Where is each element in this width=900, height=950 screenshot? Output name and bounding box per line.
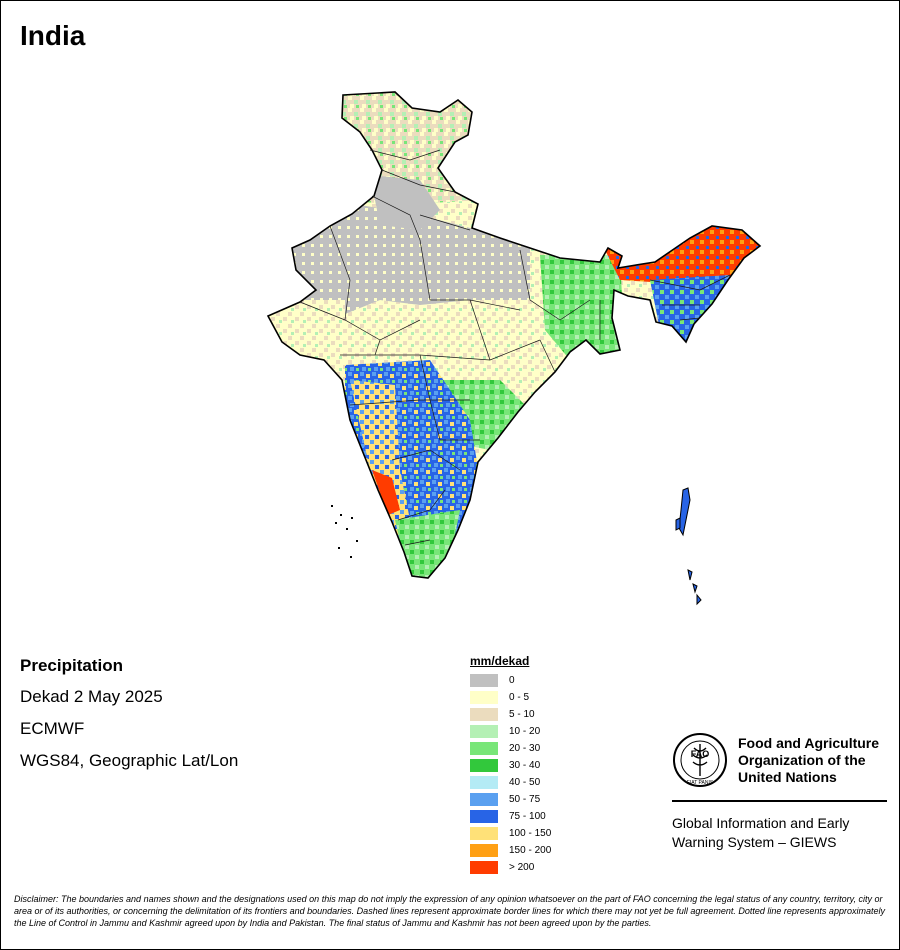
period-label: Dekad 2 May 2025: [20, 687, 163, 706]
legend-label: 0 - 5: [509, 692, 530, 703]
legend-swatch: [470, 708, 498, 721]
emblem-motto: FIAT PANIS: [687, 780, 714, 786]
legend-row: > 200: [470, 859, 551, 876]
source-label: ECMWF: [20, 719, 85, 738]
legend-swatch: [470, 844, 498, 857]
lakshadweep-islands: [331, 505, 358, 558]
legend-row: 50 - 75: [470, 791, 551, 808]
legend-row: 0 - 5: [470, 689, 551, 706]
variable-heading: Precipitation: [20, 656, 123, 675]
legend-row: 30 - 40: [470, 757, 551, 774]
legend-row: 40 - 50: [470, 774, 551, 791]
disclaimer: Disclaimer: The boundaries and names sho…: [14, 894, 885, 928]
legend-swatch: [470, 827, 498, 840]
legend-label: 20 - 30: [509, 743, 541, 754]
legend-label: 75 - 100: [509, 811, 546, 822]
fao-name-line: Organization of the: [738, 751, 866, 768]
legend-swatch: [470, 691, 498, 704]
legend-swatch: [470, 725, 498, 738]
legend-row: 5 - 10: [470, 706, 551, 723]
legend-label: 150 - 200: [509, 845, 552, 856]
giews-line: Warning System – GIEWS: [672, 834, 837, 850]
legend-label: 100 - 150: [509, 828, 552, 839]
fao-giews-logo: FAO FIAT PANIS Food and Agriculture Orga…: [672, 732, 888, 852]
legend-swatch: [470, 759, 498, 772]
legend-title: mm/dekad: [470, 654, 530, 668]
legend-label: 30 - 40: [509, 760, 541, 771]
legend-label: > 200: [509, 862, 535, 873]
map-info: Precipitation Dekad 2 May 2025 ECMWF WGS…: [20, 656, 238, 783]
andaman-nicobar-islands: [675, 487, 702, 606]
legend-row: 100 - 150: [470, 825, 551, 842]
fao-emblem-icon: FAO FIAT PANIS: [673, 733, 727, 787]
fao-name-line: Food and Agriculture: [738, 734, 880, 751]
india-outline: [266, 91, 762, 579]
projection-label: WGS84, Geographic Lat/Lon: [20, 751, 239, 770]
giews-line: Global Information and Early: [672, 815, 850, 831]
legend-row: 10 - 20: [470, 723, 551, 740]
legend-row: 75 - 100: [470, 808, 551, 825]
precipitation-map: [266, 91, 762, 606]
state-boundaries: [299, 149, 731, 546]
legend-row: 0: [470, 672, 551, 689]
legend-swatch: [470, 776, 498, 789]
legend-row: 150 - 200: [470, 842, 551, 859]
legend-label: 0: [509, 675, 515, 686]
emblem-text: FAO: [691, 749, 710, 759]
legend-label: 5 - 10: [509, 709, 535, 720]
fao-name: Food and Agriculture Organization of the…: [738, 735, 879, 786]
legend-row: 20 - 30: [470, 740, 551, 757]
legend-swatch: [470, 674, 498, 687]
fao-name-line: United Nations: [738, 768, 837, 785]
giews-name: Global Information and Early Warning Sys…: [672, 814, 888, 852]
legend-swatch: [470, 793, 498, 806]
map-title: India: [20, 20, 86, 51]
legend: mm/dekad 0 0 - 5 5 - 10 10 - 20 20 - 30 …: [470, 654, 551, 876]
legend-swatch: [470, 810, 498, 823]
precipitation-fill: [268, 92, 760, 578]
legend-label: 10 - 20: [509, 726, 541, 737]
legend-swatch: [470, 742, 498, 755]
legend-swatch: [470, 861, 498, 874]
logo-divider: [672, 800, 887, 802]
legend-label: 40 - 50: [509, 777, 541, 788]
legend-label: 50 - 75: [509, 794, 541, 805]
